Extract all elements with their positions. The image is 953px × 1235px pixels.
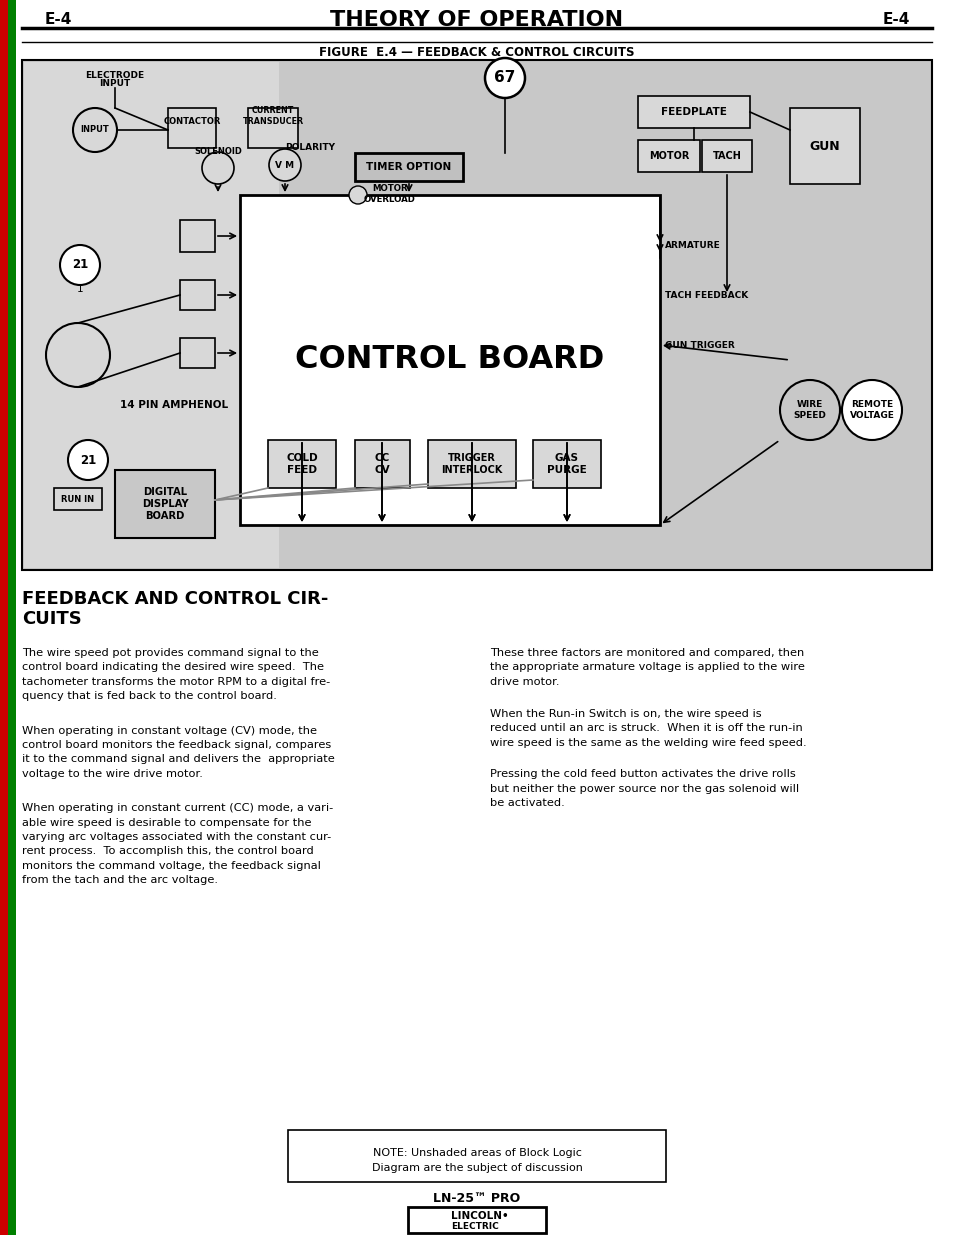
Text: When the Run-in Switch is on, the wire speed is
reduced until an arc is struck. : When the Run-in Switch is on, the wire s… xyxy=(490,709,806,747)
Circle shape xyxy=(484,58,524,98)
Text: ELECTRODE: ELECTRODE xyxy=(86,70,145,79)
Text: REMOTE
VOLTAGE: REMOTE VOLTAGE xyxy=(849,400,894,420)
Bar xyxy=(638,96,749,128)
Text: GUN TRIGGER: GUN TRIGGER xyxy=(664,341,734,350)
Bar xyxy=(168,107,215,148)
Bar xyxy=(54,488,102,510)
Text: Return to Master TOC: Return to Master TOC xyxy=(9,579,15,656)
Text: THEORY OF OPERATION: THEORY OF OPERATION xyxy=(330,10,623,30)
Text: Return to Master TOC: Return to Master TOC xyxy=(9,925,15,1002)
Bar xyxy=(22,61,931,571)
Text: MOTOR: MOTOR xyxy=(648,151,688,161)
Circle shape xyxy=(841,380,901,440)
Text: NOTE: Unshaded areas of Block Logic
Diagram are the subject of discussion: NOTE: Unshaded areas of Block Logic Diag… xyxy=(371,1149,582,1173)
Text: 67: 67 xyxy=(494,70,516,85)
Text: CC
CV: CC CV xyxy=(374,453,390,474)
Text: Return to Master TOC: Return to Master TOC xyxy=(9,184,15,261)
Circle shape xyxy=(202,152,233,184)
Text: GAS
PURGE: GAS PURGE xyxy=(547,453,586,474)
Bar xyxy=(248,107,297,148)
Text: TIMER OPTION: TIMER OPTION xyxy=(366,162,451,172)
Text: TACH: TACH xyxy=(712,151,740,161)
Text: MOTOR
OVERLOAD: MOTOR OVERLOAD xyxy=(364,184,416,204)
Circle shape xyxy=(269,149,301,182)
Text: 1: 1 xyxy=(76,284,83,294)
Text: SOLENOID: SOLENOID xyxy=(193,147,242,157)
Text: FIGURE  E.4 — FEEDBACK & CONTROL CIRCUITS: FIGURE E.4 — FEEDBACK & CONTROL CIRCUITS xyxy=(319,46,634,58)
Circle shape xyxy=(68,440,108,480)
Text: Return to Section TOC: Return to Section TOC xyxy=(1,578,7,657)
Circle shape xyxy=(349,186,367,204)
Text: When operating in constant current (CC) mode, a vari-
able wire speed is desirab: When operating in constant current (CC) … xyxy=(22,803,333,885)
Bar xyxy=(789,107,859,184)
Text: Return to Section TOC: Return to Section TOC xyxy=(1,183,7,262)
Text: CURRENT
TRANSDUCER: CURRENT TRANSDUCER xyxy=(242,106,303,126)
Bar xyxy=(115,471,214,538)
Text: These three factors are monitored and compared, then
the appropriate armature vo: These three factors are monitored and co… xyxy=(490,648,804,687)
Text: TRIGGER
INTERLOCK: TRIGGER INTERLOCK xyxy=(441,453,502,474)
Text: LINCOLN•: LINCOLN• xyxy=(451,1212,508,1221)
Text: CONTACTOR: CONTACTOR xyxy=(163,117,220,126)
Circle shape xyxy=(46,324,110,387)
Text: CUITS: CUITS xyxy=(22,610,82,629)
Text: DIGITAL
DISPLAY
BOARD: DIGITAL DISPLAY BOARD xyxy=(142,488,188,521)
Text: Return to Section TOC: Return to Section TOC xyxy=(1,924,7,1003)
Bar xyxy=(355,440,410,488)
Text: 21: 21 xyxy=(80,453,96,467)
Text: 14 PIN AMPHENOL: 14 PIN AMPHENOL xyxy=(120,400,228,410)
Text: ARMATURE: ARMATURE xyxy=(664,241,720,249)
Bar xyxy=(288,1130,665,1182)
Text: E-4: E-4 xyxy=(45,12,72,27)
Bar xyxy=(240,195,659,525)
Text: The wire speed pot provides command signal to the
control board indicating the d: The wire speed pot provides command sign… xyxy=(22,648,330,701)
Bar xyxy=(0,0,8,1235)
Text: E-4: E-4 xyxy=(882,12,909,27)
Text: INPUT: INPUT xyxy=(81,126,110,135)
Text: When operating in constant voltage (CV) mode, the
control board monitors the fee: When operating in constant voltage (CV) … xyxy=(22,726,335,779)
Text: CONTROL BOARD: CONTROL BOARD xyxy=(295,345,604,375)
Text: ELECTRIC: ELECTRIC xyxy=(451,1221,498,1231)
Text: WIRE
SPEED: WIRE SPEED xyxy=(793,400,825,420)
Bar xyxy=(638,140,700,172)
Text: INPUT: INPUT xyxy=(99,79,131,89)
Text: Pressing the cold feed button activates the drive rolls
but neither the power so: Pressing the cold feed button activates … xyxy=(490,769,799,808)
Bar xyxy=(428,440,516,488)
Bar xyxy=(533,440,600,488)
Bar xyxy=(180,338,214,368)
Circle shape xyxy=(60,245,100,285)
Text: LN-25™ PRO: LN-25™ PRO xyxy=(433,1192,520,1205)
Text: FEEDPLATE: FEEDPLATE xyxy=(660,107,726,117)
Bar xyxy=(355,153,462,182)
Bar xyxy=(408,1207,545,1233)
Text: FEEDBACK AND CONTROL CIR-: FEEDBACK AND CONTROL CIR- xyxy=(22,590,328,608)
Text: TACH FEEDBACK: TACH FEEDBACK xyxy=(664,290,747,300)
Bar xyxy=(180,280,214,310)
Text: RUN IN: RUN IN xyxy=(61,494,94,504)
Text: COLD
FEED: COLD FEED xyxy=(286,453,317,474)
Circle shape xyxy=(73,107,117,152)
Text: V M: V M xyxy=(275,161,294,169)
Bar xyxy=(268,440,335,488)
Text: POLARITY: POLARITY xyxy=(285,143,335,152)
Bar xyxy=(701,140,751,172)
Bar xyxy=(24,62,278,568)
Bar xyxy=(8,0,16,1235)
Text: GUN: GUN xyxy=(809,140,840,152)
Text: 21: 21 xyxy=(71,258,88,272)
Bar xyxy=(180,220,214,252)
Circle shape xyxy=(780,380,840,440)
